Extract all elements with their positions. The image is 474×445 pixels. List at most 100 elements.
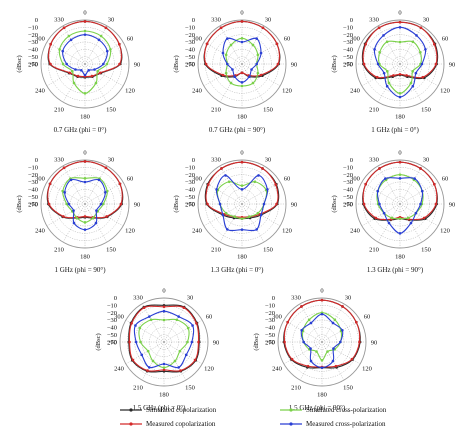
data-point-meas-co (118, 62, 121, 66)
data-point-meas-co (364, 182, 368, 186)
grid-spoke (163, 303, 187, 343)
legend-label: Simulated cross-polarization (306, 406, 387, 414)
radial-tick-label: −10 (343, 165, 353, 172)
data-point-sim-cross (390, 216, 394, 220)
data-point-meas-cross (398, 177, 402, 180)
radial-tick-label: −10 (107, 303, 117, 310)
data-point-sim-cross (398, 92, 402, 95)
angle-tick-label: 0 (320, 287, 323, 294)
angle-tick-label: 0 (83, 149, 86, 156)
series-line-sim-co (361, 21, 439, 80)
data-point-sim-cross (386, 70, 389, 73)
radial-tick-label: −60 (107, 339, 117, 346)
legend-item-meas-co: Measured copolarization (120, 420, 215, 428)
angle-tick-label: 240 (35, 227, 45, 234)
data-point-meas-co (62, 166, 66, 170)
data-point-meas-cross (257, 174, 260, 177)
data-point-meas-cross (409, 221, 413, 225)
data-point-meas-cross (61, 49, 65, 53)
angle-tick-label: 60 (442, 175, 449, 182)
radial-tick-label: −30 (28, 179, 38, 186)
data-point-meas-co (432, 182, 436, 186)
radial-tick-label: 0 (35, 157, 38, 164)
angle-tick-label: 330 (369, 16, 379, 23)
data-point-sim-cross (398, 40, 402, 44)
data-point-meas-co (146, 369, 149, 372)
grid-spoke (241, 165, 265, 205)
data-point-sim-cross (224, 53, 228, 57)
data-point-meas-cross (134, 324, 137, 327)
data-point-sim-cross (83, 29, 87, 33)
data-point-meas-cross (233, 75, 236, 78)
data-point-meas-cross (413, 177, 416, 180)
data-point-meas-co (117, 42, 121, 46)
angle-tick-label: 90 (291, 201, 298, 208)
angle-tick-label: 120 (204, 365, 214, 372)
data-point-sim-cross (105, 62, 109, 66)
grid-spoke (399, 25, 423, 65)
data-point-meas-cross (419, 202, 422, 206)
data-point-meas-cross (105, 49, 109, 53)
data-point-meas-co (48, 182, 52, 186)
data-point-meas-co (240, 71, 244, 75)
data-point-sim-cross (186, 340, 189, 344)
data-point-sim-cross (253, 180, 257, 184)
data-point-sim-cross (406, 216, 410, 220)
data-point-sim-cross (67, 34, 71, 38)
angle-tick-label: 210 (291, 384, 301, 391)
data-point-meas-co (83, 160, 87, 163)
data-point-sim-cross (398, 173, 402, 176)
grid-spoke (283, 341, 323, 365)
radial-tick-label: −20 (343, 32, 353, 39)
data-point-meas-cross (387, 221, 391, 225)
angle-tick-label: 330 (369, 156, 379, 163)
data-point-sim-cross (251, 81, 255, 85)
radial-tick-label: −40 (28, 47, 38, 54)
radial-tick-label: −60 (343, 201, 353, 208)
data-point-meas-co (362, 202, 366, 206)
grid-spoke (361, 203, 401, 227)
angle-tick-label: 90 (449, 61, 456, 68)
radial-tick-label: 0 (114, 295, 117, 302)
grid-spoke (399, 41, 439, 65)
radial-tick-label: −10 (265, 303, 275, 310)
data-point-sim-cross (105, 189, 109, 193)
data-point-meas-cross (332, 347, 335, 350)
angle-tick-label: 270 (185, 61, 195, 68)
data-point-meas-cross (83, 73, 87, 77)
data-point-sim-cross (224, 211, 228, 215)
radial-tick-label: −10 (185, 25, 195, 32)
data-point-meas-cross (373, 48, 376, 51)
grid-spoke (62, 25, 86, 65)
radial-tick-label: 0 (350, 17, 353, 24)
grid-spoke (84, 181, 124, 205)
polar-chart-svg: 33003060901201501802102402703000−10−20−3… (173, 9, 297, 120)
radial-unit-label: (dBsc) (173, 55, 180, 72)
grid-spoke (399, 181, 439, 205)
angle-tick-label: 300 (350, 35, 360, 42)
radial-tick-label: −60 (28, 201, 38, 208)
radial-unit-label: (dBsc) (173, 195, 180, 212)
data-point-meas-co (283, 340, 286, 344)
data-point-meas-co (434, 62, 438, 66)
grid-spoke (377, 165, 401, 205)
angle-tick-label: 270 (343, 61, 353, 68)
angle-tick-label: 30 (265, 156, 272, 163)
data-point-sim-cross (411, 70, 414, 73)
data-point-sim-cross (240, 184, 244, 187)
data-point-meas-co (195, 322, 198, 325)
data-point-sim-cross (387, 81, 391, 85)
legend-item-sim-co: Simulated copolarization (120, 406, 216, 414)
data-point-meas-co (83, 20, 87, 23)
data-point-sim-cross (315, 350, 318, 353)
data-point-meas-cross (65, 62, 68, 66)
angle-tick-label: 210 (211, 106, 221, 113)
radial-tick-label: −40 (265, 325, 275, 332)
data-point-sim-cross (240, 84, 244, 88)
data-point-meas-cross (341, 328, 344, 332)
data-point-meas-cross (411, 84, 415, 88)
angle-tick-label: 150 (106, 246, 116, 253)
radial-tick-label: −10 (28, 25, 38, 32)
angle-tick-label: 120 (440, 87, 450, 94)
data-point-sim-cross (178, 349, 182, 353)
